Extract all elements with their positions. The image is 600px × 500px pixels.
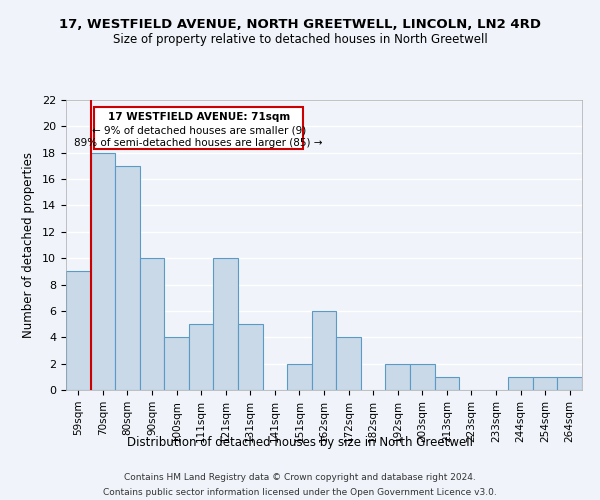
Bar: [238, 324, 263, 390]
Bar: [434, 377, 459, 390]
Text: Contains HM Land Registry data © Crown copyright and database right 2024.: Contains HM Land Registry data © Crown c…: [124, 473, 476, 482]
Bar: [336, 338, 361, 390]
Bar: [140, 258, 164, 390]
Text: 17, WESTFIELD AVENUE, NORTH GREETWELL, LINCOLN, LN2 4RD: 17, WESTFIELD AVENUE, NORTH GREETWELL, L…: [59, 18, 541, 30]
Bar: [189, 324, 214, 390]
Bar: [115, 166, 140, 390]
Text: ← 9% of detached houses are smaller (9): ← 9% of detached houses are smaller (9): [92, 125, 306, 135]
Text: 89% of semi-detached houses are larger (85) →: 89% of semi-detached houses are larger (…: [74, 138, 323, 147]
Bar: [312, 311, 336, 390]
Bar: [164, 338, 189, 390]
Bar: [91, 152, 115, 390]
Bar: [66, 272, 91, 390]
Bar: [508, 377, 533, 390]
Bar: [385, 364, 410, 390]
Bar: [287, 364, 312, 390]
Bar: [214, 258, 238, 390]
Text: Distribution of detached houses by size in North Greetwell: Distribution of detached houses by size …: [127, 436, 473, 449]
Text: 17 WESTFIELD AVENUE: 71sqm: 17 WESTFIELD AVENUE: 71sqm: [107, 112, 290, 122]
Bar: [557, 377, 582, 390]
Text: Contains public sector information licensed under the Open Government Licence v3: Contains public sector information licen…: [103, 488, 497, 497]
Bar: [533, 377, 557, 390]
FancyBboxPatch shape: [94, 106, 303, 149]
Y-axis label: Number of detached properties: Number of detached properties: [22, 152, 35, 338]
Bar: [410, 364, 434, 390]
Text: Size of property relative to detached houses in North Greetwell: Size of property relative to detached ho…: [113, 32, 487, 46]
